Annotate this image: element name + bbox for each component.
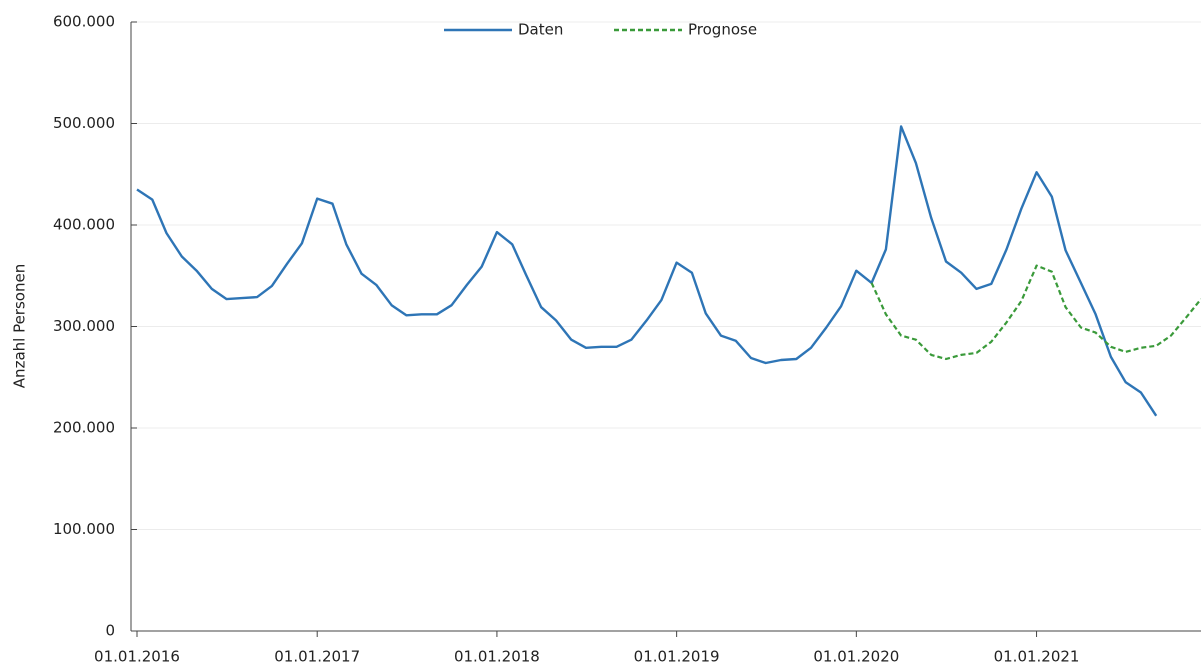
- x-tick-label: 01.01.2019: [634, 648, 720, 666]
- x-tick-label: 01.01.2017: [274, 648, 360, 666]
- y-tick-label: 100.000: [53, 520, 115, 538]
- y-tick-label: 200.000: [53, 419, 115, 437]
- y-tick-label: 500.000: [53, 114, 115, 132]
- x-tick-label: 01.01.2021: [994, 648, 1080, 666]
- legend-label: Prognose: [688, 21, 757, 39]
- x-tick-label: 01.01.2020: [813, 648, 899, 666]
- y-tick-label: 400.000: [53, 216, 115, 234]
- series-line: [870, 264, 1201, 361]
- x-tick-label: 01.01.2018: [454, 648, 540, 666]
- y-tick-label: 300.000: [53, 317, 115, 335]
- y-tick-label: 0: [105, 622, 115, 640]
- y-tick-label: 600.000: [53, 13, 115, 31]
- legend-label: Daten: [518, 21, 563, 39]
- x-tick-label: 01.01.2016: [94, 648, 180, 666]
- series-line: [136, 125, 1158, 417]
- y-axis-label: Anzahl Personen: [11, 264, 29, 388]
